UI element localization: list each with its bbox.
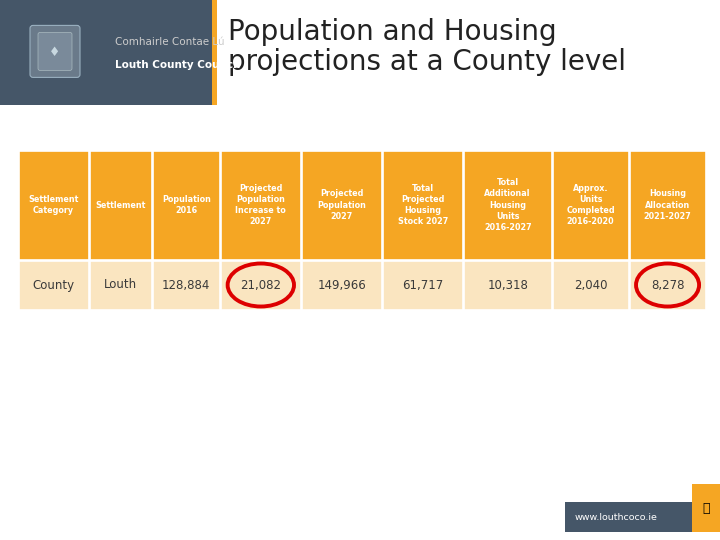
FancyBboxPatch shape [153, 151, 220, 260]
FancyBboxPatch shape [383, 151, 463, 260]
Text: Projected
Population
2027: Projected Population 2027 [318, 190, 366, 221]
FancyBboxPatch shape [692, 484, 720, 532]
Text: ♦: ♦ [50, 46, 60, 59]
Text: 128,884: 128,884 [162, 279, 210, 292]
Text: www.louthcoco.ie: www.louthcoco.ie [575, 512, 658, 522]
Text: 10,318: 10,318 [487, 279, 528, 292]
FancyBboxPatch shape [553, 151, 629, 260]
FancyBboxPatch shape [464, 151, 552, 260]
FancyBboxPatch shape [565, 502, 720, 532]
Text: Settlement: Settlement [96, 200, 146, 210]
FancyBboxPatch shape [221, 260, 301, 309]
FancyBboxPatch shape [30, 25, 80, 77]
Text: 8,278: 8,278 [651, 279, 684, 292]
Text: 21,082: 21,082 [240, 279, 282, 292]
Text: County: County [32, 279, 75, 292]
FancyBboxPatch shape [19, 151, 89, 260]
FancyBboxPatch shape [153, 260, 220, 309]
FancyBboxPatch shape [302, 260, 382, 309]
Text: 61,717: 61,717 [402, 279, 444, 292]
Text: Louth County Council: Louth County Council [115, 60, 240, 70]
Text: Total
Additional
Housing
Units
2016-2027: Total Additional Housing Units 2016-2027 [484, 178, 531, 232]
FancyBboxPatch shape [221, 151, 301, 260]
FancyBboxPatch shape [302, 151, 382, 260]
FancyBboxPatch shape [0, 0, 212, 105]
Text: 149,966: 149,966 [318, 279, 366, 292]
FancyBboxPatch shape [383, 260, 463, 309]
Text: Population and Housing: Population and Housing [228, 18, 557, 46]
FancyBboxPatch shape [629, 260, 706, 309]
Text: Comhairle Contae Lú: Comhairle Contae Lú [115, 37, 225, 47]
Text: 2,040: 2,040 [574, 279, 608, 292]
FancyBboxPatch shape [464, 260, 552, 309]
Text: Settlement
Category: Settlement Category [28, 195, 78, 215]
FancyBboxPatch shape [90, 260, 152, 309]
Text: Housing
Allocation
2021-2027: Housing Allocation 2021-2027 [644, 190, 691, 221]
FancyBboxPatch shape [19, 260, 89, 309]
Text: Population
2016: Population 2016 [162, 195, 211, 215]
Text: Projected
Population
Increase to
2027: Projected Population Increase to 2027 [235, 184, 286, 226]
Text: Total
Projected
Housing
Stock 2027: Total Projected Housing Stock 2027 [397, 184, 448, 226]
Text: projections at a County level: projections at a County level [228, 48, 626, 76]
Text: Louth: Louth [104, 279, 138, 292]
FancyBboxPatch shape [212, 0, 217, 105]
FancyBboxPatch shape [629, 151, 706, 260]
Text: 🔊: 🔊 [702, 502, 710, 515]
Text: Approx.
Units
Completed
2016-2020: Approx. Units Completed 2016-2020 [567, 184, 615, 226]
FancyBboxPatch shape [38, 32, 72, 70]
FancyBboxPatch shape [553, 260, 629, 309]
FancyBboxPatch shape [90, 151, 152, 260]
